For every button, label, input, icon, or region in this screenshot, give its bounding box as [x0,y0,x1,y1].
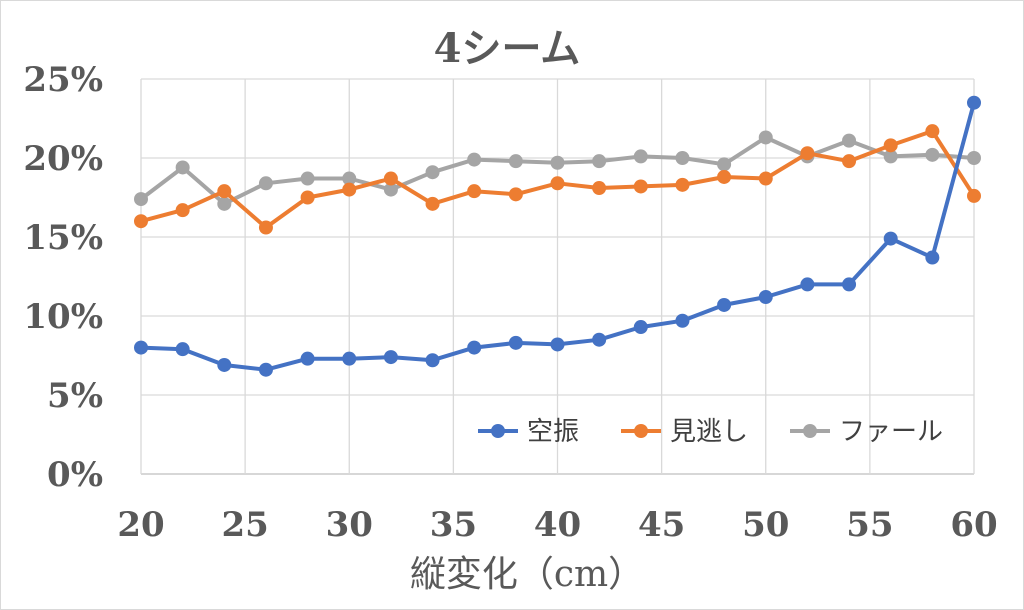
x-tick-label: 50 [742,505,789,545]
x-tick-label: 20 [117,505,164,545]
data-point-series-2 [342,182,357,197]
chart-title: 4シーム [434,25,581,72]
x-tick-label: 25 [221,505,268,545]
data-point-series-1 [550,337,565,352]
data-point-series-3 [883,149,898,164]
data-point-series-3 [258,176,273,191]
data-point-series-1 [925,250,940,265]
x-tick-label: 45 [638,505,685,545]
data-point-series-1 [592,332,607,347]
data-point-series-2 [717,169,732,184]
data-point-series-2 [258,220,273,235]
data-point-series-2 [675,177,690,192]
data-point-series-3 [592,154,607,169]
data-point-series-2 [925,124,940,139]
data-point-series-2 [592,181,607,196]
data-point-series-3 [675,151,690,165]
data-point-series-1 [758,290,773,305]
data-point-series-3 [467,152,482,167]
y-tick-label: 15% [23,218,103,258]
data-point-series-3 [383,182,398,197]
x-axis-label: 縦変化（cm） [410,554,644,595]
data-point-series-3 [717,157,732,172]
x-tick-label: 40 [534,505,581,545]
data-point-series-1 [842,277,857,292]
data-point-series-2 [800,146,815,161]
x-tick-label: 30 [326,505,373,545]
data-point-series-1 [134,340,148,355]
legend-label: 見逃し [670,417,748,447]
data-point-series-1 [508,335,523,350]
data-point-series-3 [550,155,565,170]
data-point-series-2 [967,188,981,203]
data-point-series-2 [842,154,857,169]
data-point-series-3 [175,160,190,175]
y-tick-label: 0% [47,455,103,495]
data-point-series-3 [842,133,857,148]
data-point-series-3 [508,154,523,169]
data-point-series-1 [300,351,315,366]
y-axis-ticks: 0% 5% 10% 15% 20% 25% [23,60,103,495]
data-point-series-1 [633,320,648,335]
data-point-series-2 [217,184,232,199]
data-point-series-1 [967,95,981,110]
data-point-series-2 [300,190,315,205]
x-tick-label: 55 [846,505,893,545]
legend: 空振 見逃し ファール [478,417,943,447]
data-point-series-1 [342,351,357,366]
data-point-series-2 [550,176,565,191]
x-tick-label: 60 [950,505,997,545]
data-point-series-2 [883,138,898,153]
y-tick-label: 5% [47,376,103,416]
data-point-series-2 [425,196,440,211]
data-point-series-1 [800,277,815,292]
data-point-series-2 [633,179,648,194]
data-point-series-1 [717,297,732,312]
data-point-series-1 [217,357,232,372]
data-point-series-3 [758,130,773,145]
data-point-series-2 [508,187,523,202]
legend-marker [634,424,648,438]
data-point-series-1 [467,340,482,355]
data-point-series-3 [342,171,357,186]
data-point-series-3 [217,196,232,211]
data-point-series-3 [925,147,940,162]
data-point-series-2 [467,184,482,199]
legend-marker [491,424,505,438]
data-point-series-2 [758,171,773,186]
data-point-series-2 [175,203,190,218]
y-tick-label: 20% [23,139,103,179]
data-point-series-2 [134,214,148,229]
data-point-series-1 [383,350,398,365]
x-tick-label: 35 [430,505,477,545]
y-tick-label: 25% [23,60,103,100]
data-point-series-1 [883,231,898,246]
data-point-series-1 [258,362,273,377]
data-point-series-3 [134,192,148,207]
data-point-series-1 [175,342,190,357]
data-point-series-1 [675,313,690,328]
data-point-series-3 [300,171,315,186]
series-group [134,95,981,377]
data-point-series-1 [425,353,440,368]
legend-label: ファール [839,417,943,447]
data-point-series-3 [425,165,440,180]
data-point-series-3 [967,151,981,165]
legend-marker [803,424,817,438]
y-tick-label: 10% [23,297,103,337]
data-point-series-2 [383,171,398,186]
data-point-series-3 [633,149,648,164]
legend-label: 空振 [527,417,579,447]
gridlines [140,78,975,475]
x-axis-ticks: 20 25 30 35 40 45 50 55 60 [117,505,997,545]
